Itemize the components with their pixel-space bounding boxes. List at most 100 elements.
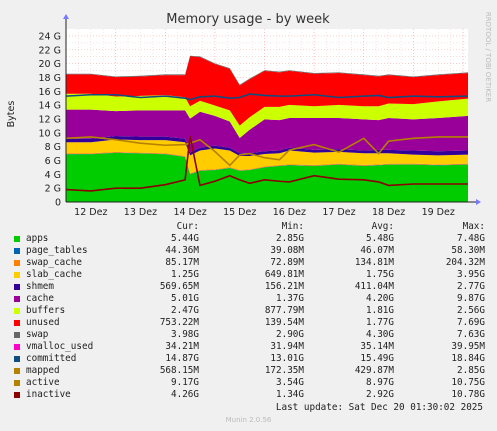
legend-min: 13.01G — [270, 353, 304, 364]
legend-row-inactive: inactive 4.26G 1.34G 2.92G 10.78G — [14, 389, 489, 401]
legend-row-swap: swap 3.98G 2.90G 4.30G 7.63G — [14, 329, 489, 341]
legend-swatch — [14, 380, 20, 386]
legend-name: unused — [26, 317, 60, 328]
legend-swatch — [14, 260, 20, 266]
header-max: Max: — [462, 221, 485, 232]
legend-max: 2.85G — [457, 365, 485, 376]
munin-version: Munin 2.0.56 — [225, 416, 272, 424]
y-axis-label: Bytes — [6, 101, 17, 128]
x-tick-label: 16 Dez — [273, 207, 306, 218]
legend-max: 39.95M — [451, 341, 485, 352]
legend-avg: 46.07M — [360, 245, 394, 256]
legend-row-buffers: buffers 2.47G 877.79M 1.81G 2.56G — [14, 305, 489, 317]
legend-swatch — [14, 272, 20, 278]
legend-cur: 14.87G — [165, 353, 199, 364]
legend-max: 9.87G — [457, 293, 485, 304]
legend-avg: 411.04M — [354, 281, 394, 292]
legend-cur: 4.26G — [171, 389, 199, 400]
legend-cur: 34.21M — [165, 341, 199, 352]
legend-avg: 2.92G — [366, 389, 394, 400]
chart-canvas: Memory usage - by week Bytes RRDTOOL / T… — [6, 12, 492, 218]
legend-table: Cur: Min: Avg: Max: apps 5.44G 2.85G 5.48G 7… — [14, 221, 489, 401]
y-axis-arrow — [63, 14, 69, 19]
legend-max: 7.69G — [457, 317, 485, 328]
legend-avg: 1.77G — [366, 317, 394, 328]
last-update: Last update: Sat Dec 20 01:30:02 2025 — [275, 402, 483, 413]
legend-swatch — [14, 296, 20, 302]
legend-name: committed — [26, 353, 77, 364]
legend-name: cache — [26, 293, 54, 304]
legend-max: 2.77G — [457, 281, 485, 292]
axes — [63, 14, 481, 205]
legend-cur: 753.22M — [159, 317, 199, 328]
legend-cur: 5.01G — [171, 293, 199, 304]
legend-min: 649.81M — [264, 269, 304, 280]
legend-min: 172.35M — [264, 365, 304, 376]
legend-row-slab-cache: slab_cache 1.25G 649.81M 1.75G 3.95G — [14, 269, 489, 281]
legend-swatch — [14, 392, 20, 398]
area-swap — [66, 55, 468, 86]
legend-cur: 9.17G — [171, 377, 199, 388]
legend-header: Cur: Min: Avg: Max: — [14, 221, 489, 233]
legend-avg: 35.14M — [360, 341, 394, 352]
legend-min: 1.34G — [276, 389, 304, 400]
legend-min: 3.54G — [276, 377, 304, 388]
legend-name: inactive — [26, 389, 71, 400]
legend-row-vmalloc-used: vmalloc_used 34.21M 31.94M 35.14M 39.95M — [14, 341, 489, 353]
legend-cur: 569.65M — [159, 281, 199, 292]
legend-min: 1.37G — [276, 293, 304, 304]
legend-swatch — [14, 332, 20, 338]
legend-name: shmem — [26, 281, 54, 292]
legend-row-cache: cache 5.01G 1.37G 4.20G 9.87G — [14, 293, 489, 305]
legend-max: 204.32M — [445, 257, 485, 268]
legend-row-active: active 9.17G 3.54G 8.97G 10.75G — [14, 377, 489, 389]
y-tick-label: 24 G — [39, 31, 61, 42]
legend-row-unused: unused 753.22M 139.54M 1.77G 7.69G — [14, 317, 489, 329]
legend-swatch — [14, 356, 20, 362]
area-apps — [66, 152, 468, 202]
legend-name: mapped — [26, 365, 60, 376]
legend-avg: 4.30G — [366, 329, 394, 340]
legend-row-shmem: shmem 569.65M 156.21M 411.04M 2.77G — [14, 281, 489, 293]
legend-swatch — [14, 236, 20, 242]
legend-swatch — [14, 320, 20, 326]
legend-swatch — [14, 308, 20, 314]
x-tick-label: 13 Dez — [124, 207, 157, 218]
y-tick-label: 16 G — [39, 87, 61, 98]
y-ticks: 0 2 G 4 G 6 G 8 G 10 G 12 G 14 G 16 G 18 G 20 G 22 … — [39, 31, 61, 208]
line-active — [65, 136, 468, 167]
legend-name: swap_cache — [26, 257, 82, 268]
line-inactive — [65, 136, 468, 192]
header-min: Min: — [281, 221, 304, 232]
legend-max: 7.63G — [457, 329, 485, 340]
area-unused — [66, 56, 468, 126]
y-tick-label: 10 G — [39, 128, 61, 139]
y-tick-label: 20 G — [39, 59, 61, 70]
legend-min: 156.21M — [264, 281, 304, 292]
y-tick-label: 12 G — [39, 114, 61, 125]
legend-min: 877.79M — [264, 305, 304, 316]
legend-min: 39.08M — [270, 245, 304, 256]
legend-cur: 5.44G — [171, 233, 199, 244]
legend-avg: 429.87M — [354, 365, 394, 376]
x-ticks: 12 Dez 13 Dez 14 Dez 15 Dez 16 Dez 17 Dez 18 D… — [74, 207, 455, 218]
legend-max: 18.84G — [451, 353, 485, 364]
legend-name: buffers — [26, 305, 66, 316]
legend-row-apps: apps 5.44G 2.85G 5.48G 7.48G — [14, 233, 489, 245]
legend-name: apps — [26, 233, 49, 244]
legend-avg: 15.49G — [360, 353, 394, 364]
legend-name: active — [26, 377, 60, 388]
legend-max: 58.30M — [451, 245, 485, 256]
legend-name: vmalloc_used — [26, 341, 94, 352]
x-axis-arrow — [476, 199, 481, 205]
y-tick-label: 4 G — [45, 170, 61, 181]
legend-avg: 4.20G — [366, 293, 394, 304]
legend-avg: 1.75G — [366, 269, 394, 280]
line-committed — [65, 93, 469, 101]
legend-avg: 1.81G — [366, 305, 394, 316]
legend-name: page_tables — [26, 245, 88, 256]
legend-name: swap — [26, 329, 49, 340]
legend-min: 139.54M — [264, 317, 304, 328]
rrdtool-credit: RRDTOOL / TOBI OETIKER — [484, 12, 492, 102]
x-tick-label: 14 Dez — [173, 207, 206, 218]
